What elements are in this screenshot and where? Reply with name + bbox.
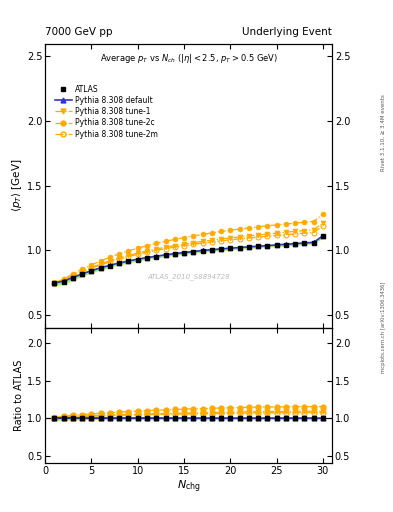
Text: ATLAS_2010_S8894728: ATLAS_2010_S8894728 [147,273,230,280]
Text: mcplots.cern.ch [arXiv:1306.3436]: mcplots.cern.ch [arXiv:1306.3436] [381,282,386,373]
Text: 7000 GeV pp: 7000 GeV pp [45,27,113,37]
Text: Rivet 3.1.10, ≥ 3.4M events: Rivet 3.1.10, ≥ 3.4M events [381,95,386,172]
Legend: ATLAS, Pythia 8.308 default, Pythia 8.308 tune-1, Pythia 8.308 tune-2c, Pythia 8: ATLAS, Pythia 8.308 default, Pythia 8.30… [52,81,161,142]
Y-axis label: Ratio to ATLAS: Ratio to ATLAS [14,360,24,431]
Text: Underlying Event: Underlying Event [242,27,332,37]
Text: Average $p_T$ vs $N_{ch}$ ($|\eta| < 2.5$, $p_T > 0.5$ GeV): Average $p_T$ vs $N_{ch}$ ($|\eta| < 2.5… [100,52,277,65]
Y-axis label: $\langle p_T \rangle$ [GeV]: $\langle p_T \rangle$ [GeV] [10,159,24,212]
X-axis label: $N_{\rm chg}$: $N_{\rm chg}$ [177,479,200,495]
